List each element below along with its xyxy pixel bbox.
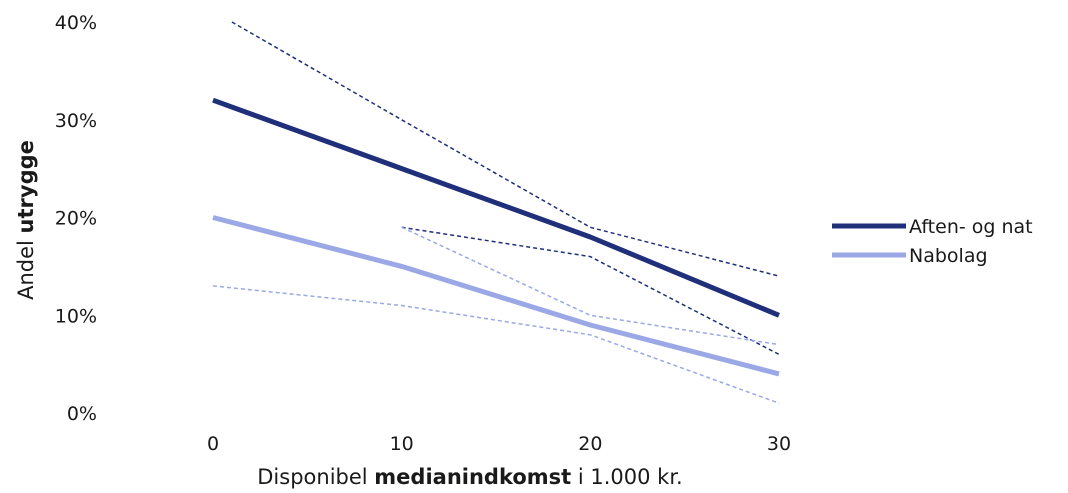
upper-bound-aften-og-nat (231, 21, 780, 277)
x-tick-label: 30 (767, 433, 791, 455)
lower-bound-nabolag (212, 285, 780, 404)
x-axis-ticks: 0 10 20 30 (207, 433, 791, 455)
y-axis-label-part-2: utrygge (14, 140, 38, 233)
y-tick-label: 30% (55, 110, 97, 132)
x-tick-label: 20 (578, 433, 602, 455)
y-tick-label: 10% (55, 305, 97, 327)
series-line-nabolag (212, 215, 780, 377)
legend-label-nabolag: Nabolag (909, 245, 988, 267)
y-tick-label: 0% (67, 403, 97, 425)
lower-bound-aften-og-nat (401, 226, 780, 356)
series-lines (212, 97, 780, 377)
x-tick-label: 10 (390, 433, 414, 455)
legend: Aften- og nat Nabolag (832, 216, 1033, 267)
x-axis-label-part-2: medianindkomst (374, 465, 571, 489)
x-axis-label: Disponibel medianindkomst i 1.000 kr. (257, 465, 682, 489)
y-axis-label-part-1: Andel (14, 233, 38, 299)
legend-label-aften-og-nat: Aften- og nat (909, 216, 1033, 238)
y-tick-label: 40% (55, 12, 97, 34)
x-axis-label-part-1: Disponibel (257, 465, 374, 489)
y-axis-ticks: 0% 10% 20% 30% 40% (55, 12, 97, 425)
series-line-aften-og-nat (212, 97, 780, 318)
y-tick-label: 20% (55, 208, 97, 230)
confidence-bands (212, 21, 780, 404)
y-axis-label: Andel utrygge (14, 140, 38, 300)
x-axis-label-part-3: i 1.000 kr. (571, 465, 683, 489)
x-tick-label: 0 (207, 433, 219, 455)
